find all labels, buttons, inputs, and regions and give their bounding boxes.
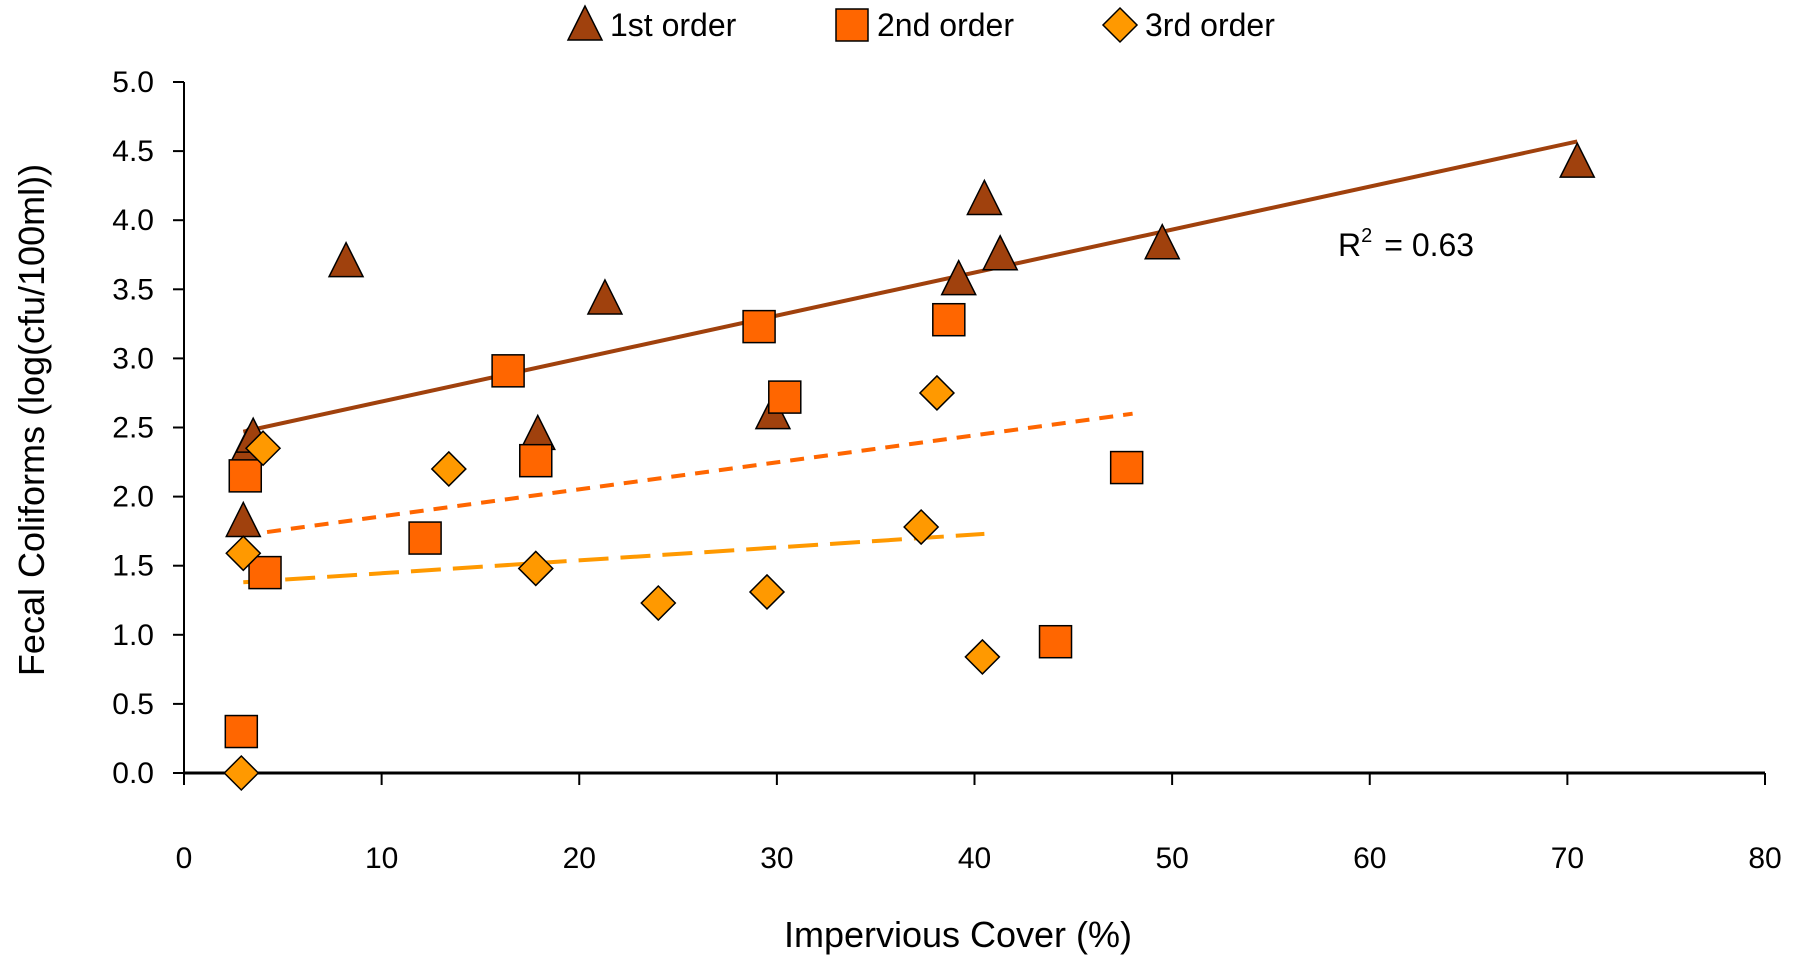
third-order-point	[225, 535, 262, 572]
r-squared-value: = 0.63	[1384, 227, 1474, 263]
x-tick-label: 20	[563, 842, 596, 875]
trendlines	[242, 139, 1578, 585]
first-order-point	[940, 258, 977, 296]
x-tick-label: 60	[1353, 842, 1386, 875]
third-order-point	[244, 430, 282, 467]
second-order-point	[932, 302, 966, 337]
x-tick-label: 70	[1551, 842, 1584, 875]
second-order-legend-marker	[835, 8, 869, 42]
x-tick-label: 40	[958, 842, 991, 875]
y-axis-title: Fecal Coliforms (log(cfu/100ml))	[11, 164, 52, 676]
r-squared-symbol: R	[1338, 227, 1361, 263]
third-order-point	[517, 550, 554, 587]
second-order-point	[491, 354, 525, 388]
x-tick-label: 80	[1748, 842, 1781, 875]
x-tick-label: 50	[1155, 842, 1188, 875]
data-points	[223, 141, 1596, 792]
second-order-point	[1038, 624, 1073, 659]
x-tick-label: 0	[176, 842, 193, 875]
second-order-point	[228, 459, 263, 493]
first-order-trendline	[242, 139, 1578, 434]
r-squared-annotation: R2 = 0.63	[1338, 225, 1474, 263]
second-order-point	[224, 714, 259, 749]
third-order-legend-marker	[1101, 6, 1139, 44]
first-order-point	[225, 500, 262, 538]
second-order-point	[519, 443, 553, 478]
third-order-point	[918, 374, 956, 412]
y-tick-label: 0.5	[112, 688, 154, 721]
second-order-legend-label: 2nd order	[877, 7, 1014, 43]
x-tick-label: 10	[365, 842, 398, 875]
y-tick-label: 5.0	[112, 66, 154, 99]
third-order-point	[748, 573, 786, 611]
first-order-legend-label: 1st order	[610, 7, 737, 43]
first-order-point	[586, 278, 624, 315]
first-order-point	[327, 240, 365, 278]
y-tick-label: 2.0	[112, 481, 154, 514]
first-order-point	[1559, 141, 1596, 178]
first-order-legend-marker	[566, 4, 604, 41]
first-order-point	[966, 178, 1003, 216]
x-axis-title: Impervious Cover (%)	[784, 914, 1132, 955]
x-tick-label: 30	[760, 842, 793, 875]
second-order-point	[1109, 450, 1144, 485]
y-tick-label: 3.5	[112, 273, 154, 306]
y-tick-label: 1.0	[112, 619, 154, 652]
legend: 1st order 2nd order 3rd order	[566, 4, 1275, 44]
third-order-point	[223, 754, 260, 792]
second-order-point	[408, 521, 442, 555]
r-squared-superscript: 2	[1361, 225, 1372, 247]
y-tick-label: 4.5	[112, 135, 154, 168]
third-order-point	[964, 638, 1001, 675]
first-order-point	[1144, 223, 1181, 260]
third-order-point	[640, 584, 677, 622]
axes	[183, 82, 1765, 775]
third-order-point	[430, 450, 467, 488]
y-tick-label: 1.5	[112, 550, 154, 583]
ticks: 0.0 0.5 1.0 1.5 2.0 2.5 3.0 3.5 4.0 4.5 5.0 0 10 20 30…	[112, 66, 1781, 875]
y-tick-label: 4.0	[112, 204, 154, 237]
first-order-point	[981, 234, 1019, 271]
second-order-point	[768, 380, 802, 414]
third-order-point	[903, 508, 940, 546]
second-order-trendline	[243, 411, 1133, 538]
y-tick-label: 0.0	[112, 757, 154, 790]
y-tick-label: 2.5	[112, 412, 154, 445]
third-order-trendline	[243, 531, 985, 585]
second-order-point	[248, 555, 282, 590]
second-order-point	[742, 309, 776, 344]
y-tick-label: 3.0	[112, 342, 154, 375]
third-order-legend-label: 3rd order	[1145, 7, 1275, 43]
